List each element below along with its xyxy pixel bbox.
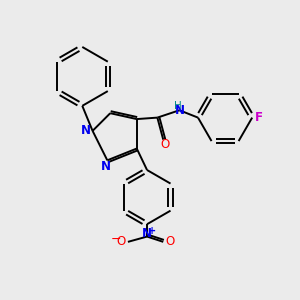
Text: N: N [101,160,111,173]
Text: F: F [255,111,263,124]
Text: O: O [165,235,174,248]
Text: O: O [160,139,169,152]
Text: N: N [142,227,152,240]
Text: N: N [174,104,184,117]
Text: O: O [117,235,126,248]
Text: −: − [110,233,121,246]
Text: N: N [81,124,91,137]
Text: H: H [174,101,182,111]
Text: +: + [148,226,156,236]
